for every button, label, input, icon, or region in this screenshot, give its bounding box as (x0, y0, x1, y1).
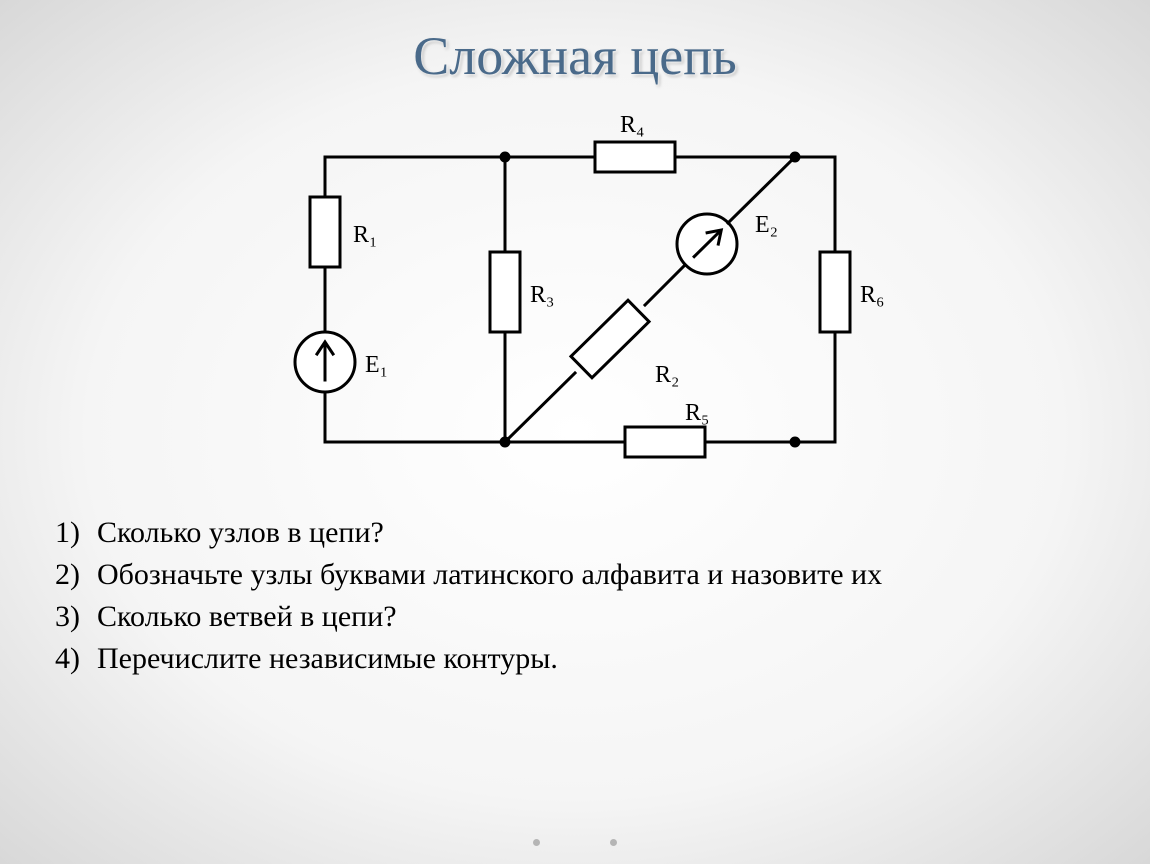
label-r1: R₁ (353, 222, 377, 248)
question-4: 4) Перечислите независимые контуры. (55, 638, 1095, 680)
page-title: Сложная цепь (0, 0, 1150, 87)
q4-number: 4) (55, 638, 97, 680)
label-r3: R₃ (530, 282, 554, 308)
dot-icon (533, 839, 540, 846)
q2-text: Обозначьте узлы буквами латинского алфав… (97, 554, 1095, 596)
circuit-svg: R₁ E₁ R₃ R₄ R₂ E₂ R₆ R₅ (265, 102, 885, 492)
q4-text: Перечислите независимые контуры. (97, 638, 558, 680)
label-r4: R₄ (620, 112, 644, 138)
q3-number: 3) (55, 596, 97, 638)
question-2: 2) Обозначьте узлы буквами латинского ал… (55, 554, 1095, 596)
label-e1: E₁ (365, 352, 388, 378)
label-r6: R₆ (860, 282, 884, 308)
label-e2: E₂ (755, 212, 778, 238)
label-r5: R₅ (685, 400, 709, 426)
label-r2: R₂ (655, 362, 679, 388)
q2-number: 2) (55, 554, 97, 596)
q3-text: Сколько ветвей в цепи? (97, 596, 397, 638)
q1-text: Сколько узлов в цепи? (97, 512, 384, 554)
circuit-diagram: R₁ E₁ R₃ R₄ R₂ E₂ R₆ R₅ (0, 102, 1150, 492)
question-1: 1) Сколько узлов в цепи? (55, 512, 1095, 554)
question-3: 3) Сколько ветвей в цепи? (55, 596, 1095, 638)
slide-indicator (533, 839, 617, 846)
question-list: 1) Сколько узлов в цепи? 2) Обозначьте у… (0, 492, 1150, 680)
q1-number: 1) (55, 512, 97, 554)
dot-icon (610, 839, 617, 846)
